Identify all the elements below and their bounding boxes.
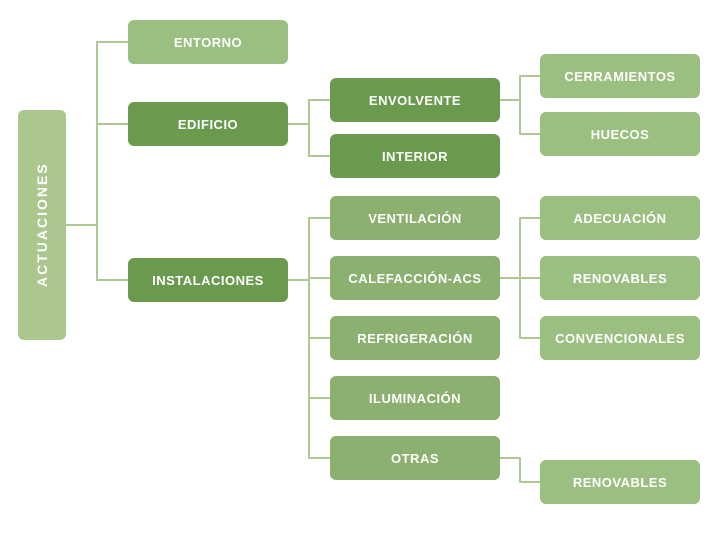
node-label: OTRAS (391, 451, 439, 466)
node-label: HUECOS (591, 127, 650, 142)
node-label: ENTORNO (174, 35, 242, 50)
node-refrigeracion: REFRIGERACIÓN (330, 316, 500, 360)
node-label: CERRAMIENTOS (564, 69, 675, 84)
node-label: ACTUACIONES (34, 163, 50, 288)
node-label: RENOVABLES (573, 271, 667, 286)
node-entorno: ENTORNO (128, 20, 288, 64)
node-label: VENTILACIÓN (368, 211, 462, 226)
node-label: RENOVABLES (573, 475, 667, 490)
node-label: ILUMINACIÓN (369, 391, 461, 406)
node-ventilacion: VENTILACIÓN (330, 196, 500, 240)
node-interior: INTERIOR (330, 134, 500, 178)
node-label: EDIFICIO (178, 117, 238, 132)
node-otras: OTRAS (330, 436, 500, 480)
node-convencionales: CONVENCIONALES (540, 316, 700, 360)
node-edificio: EDIFICIO (128, 102, 288, 146)
node-label: ENVOLVENTE (369, 93, 461, 108)
node-label: INTERIOR (382, 149, 448, 164)
node-renovables2: RENOVABLES (540, 460, 700, 504)
node-label: REFRIGERACIÓN (357, 331, 473, 346)
node-adecuacion: ADECUACIÓN (540, 196, 700, 240)
node-renovables1: RENOVABLES (540, 256, 700, 300)
node-cerramientos: CERRAMIENTOS (540, 54, 700, 98)
node-iluminacion: ILUMINACIÓN (330, 376, 500, 420)
node-calefaccion: CALEFACCIÓN-ACS (330, 256, 500, 300)
node-huecos: HUECOS (540, 112, 700, 156)
node-label: CONVENCIONALES (555, 331, 685, 346)
node-label: CALEFACCIÓN-ACS (348, 271, 481, 286)
node-label: ADECUACIÓN (573, 211, 666, 226)
node-label: INSTALACIONES (152, 273, 264, 288)
node-envolvente: ENVOLVENTE (330, 78, 500, 122)
node-root: ACTUACIONES (18, 110, 66, 340)
node-instalaciones: INSTALACIONES (128, 258, 288, 302)
